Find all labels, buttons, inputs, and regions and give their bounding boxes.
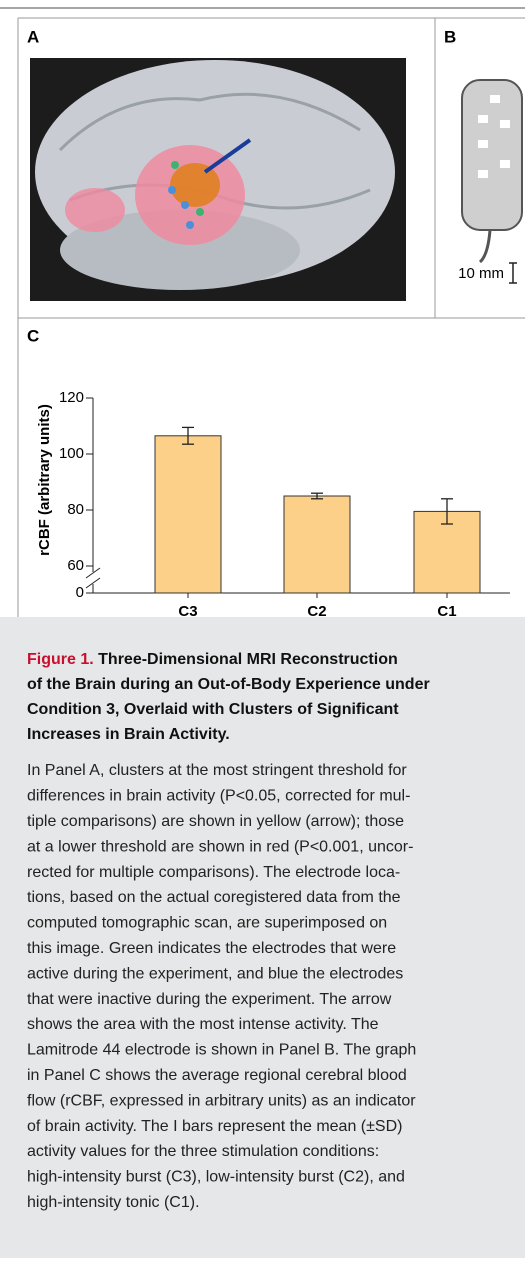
caption-line: computed tomographic scan, are superimpo…: [27, 915, 387, 932]
caption-line: flow (rCBF, expressed in arbitrary units…: [27, 1092, 416, 1109]
caption-line: at a lower threshold are shown in red (P…: [27, 838, 413, 855]
y-tick-label: 0: [76, 584, 84, 601]
caption-line: in Panel C shows the average regional ce…: [27, 1067, 407, 1084]
caption-title-line: Three-Dimensional MRI Reconstruction: [98, 651, 398, 668]
panel-label: C: [27, 326, 39, 345]
caption-line: In Panel A, clusters at the most stringe…: [27, 762, 407, 779]
y-tick-label: 100: [59, 445, 84, 462]
caption-title-line: Condition 3, Overlaid with Clusters of S…: [27, 701, 399, 718]
caption-line: differences in brain activity (P<0.05, c…: [27, 788, 410, 805]
caption-title-line: Increases in Brain Activity.: [27, 726, 230, 743]
caption-label: Figure 1.: [27, 651, 94, 668]
y-tick-label: 120: [59, 389, 84, 406]
y-axis-label: rCBF (arbitrary units): [36, 404, 53, 556]
caption-line: tions, based on the actual coregistered …: [27, 889, 401, 906]
y-tick-label: 80: [67, 501, 84, 518]
caption-line: active during the experiment, and blue t…: [27, 965, 403, 982]
bar: [155, 436, 221, 593]
caption-line: that were inactive during the experiment…: [27, 991, 392, 1008]
caption-line: of brain activity. The I bars represent …: [27, 1118, 402, 1135]
panel-label: A: [27, 27, 39, 46]
figure: A B C 10 mm rCBF (arbitrary units) 0 60 80…: [0, 0, 525, 1258]
caption-line: rected for multiple comparisons). The el…: [27, 864, 400, 881]
caption-line: shows the area with the most intense act…: [27, 1016, 379, 1033]
brain-image: [30, 58, 406, 301]
caption-line: high-intensity burst (C3), low-intensity…: [27, 1169, 405, 1186]
caption-title: Figure 1. Three-Dimensional MRI Reconstr…: [27, 651, 398, 668]
caption-line: Lamitrode 44 electrode is shown in Panel…: [27, 1042, 416, 1059]
y-tick-label: 60: [67, 557, 84, 574]
scale-label: 10 mm: [458, 265, 504, 282]
caption-line: this image. Green indicates the electrod…: [27, 940, 396, 957]
caption-line: tiple comparisons) are shown in yellow (…: [27, 813, 404, 830]
caption-title-line: of the Brain during an Out-of-Body Exper…: [27, 676, 430, 693]
electrode-image: [462, 80, 522, 283]
panel-label: B: [444, 27, 456, 46]
bar: [284, 496, 350, 593]
caption-line: high-intensity tonic (C1).: [27, 1194, 200, 1211]
caption-line: activity values for the three stimulatio…: [27, 1143, 379, 1160]
